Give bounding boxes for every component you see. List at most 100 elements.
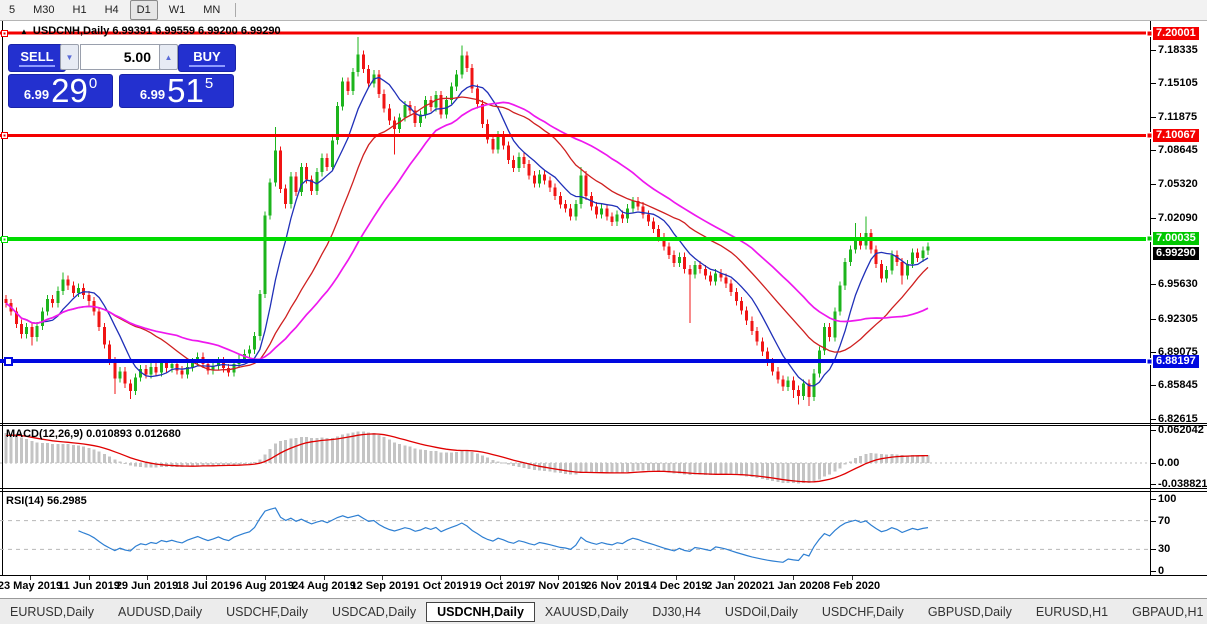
date-tick-mark — [441, 576, 442, 580]
tab-dj30-h4[interactable]: DJ30,H4 — [652, 604, 701, 619]
date-label: 7 Nov 2019 — [529, 580, 587, 592]
rsi-axis-label: 100 — [1158, 493, 1177, 505]
tab-usdchf-daily[interactable]: USDCHF,Daily — [226, 604, 309, 619]
macd-axis-label: 0.062042 — [1158, 424, 1204, 436]
price-badge-6.88197: 6.88197 — [1146, 355, 1199, 368]
price-tick-label: 6.85845 — [1158, 379, 1198, 391]
date-axis[interactable]: 23 May 2019 11 Jun 2019 29 Jun 2019 18 Jul … — [0, 576, 1150, 598]
buy-price-point: 5 — [204, 75, 214, 92]
date-tick-mark — [676, 576, 677, 580]
volume-input[interactable]: 5.00 — [80, 44, 160, 70]
sell-price-box[interactable]: 6.99 29 0 — [8, 74, 113, 108]
price-tick-label: 7.05320 — [1158, 178, 1198, 190]
date-label: 26 Nov 2019 — [585, 580, 649, 592]
rsi-label: RSI(14) 56.2985 — [6, 495, 87, 507]
hline-handle-7.20001[interactable] — [1, 30, 8, 37]
line-endpoint-marker — [1146, 30, 1153, 37]
buy-button-label: BUY — [193, 49, 221, 64]
hline-handle-7.00035[interactable] — [1, 235, 8, 243]
tab-gbpaud-h1[interactable]: GBPAUD,H1 — [1132, 604, 1204, 619]
price-tick-mark — [1151, 83, 1156, 84]
date-tick-mark — [617, 576, 618, 580]
price-axis[interactable]: 7.18335 7.15105 7.11875 7.08645 7.05320 7.020… — [1146, 21, 1207, 577]
price-tick-label: 7.18335 — [1158, 44, 1198, 56]
price-badge-6.99290: 6.99290 — [1153, 247, 1199, 260]
tab-eurusd-h1[interactable]: EURUSD,H1 — [1035, 604, 1109, 619]
tab-gbpusd-daily[interactable]: GBPUSD,Daily — [927, 604, 1012, 619]
tab-usdcad-daily[interactable]: USDCAD,Daily — [332, 604, 417, 619]
timeframe-button-d1[interactable]: D1 — [129, 0, 158, 20]
price-tick-label: 6.92305 — [1158, 313, 1198, 325]
date-tick-mark — [324, 576, 325, 580]
macd-tick-mark — [1151, 463, 1156, 464]
price-tick-mark — [1151, 352, 1156, 353]
date-label: 24 Aug 2019 — [292, 580, 356, 592]
price-tick-label: 7.08645 — [1158, 144, 1198, 156]
panel-separator — [0, 425, 1207, 426]
date-tick-mark — [558, 576, 559, 580]
price-tick-mark — [1151, 150, 1156, 151]
timeframe-button-w1[interactable]: W1 — [168, 4, 186, 16]
volume-decrease-button[interactable]: ▼ — [60, 44, 79, 70]
date-tick-mark — [265, 576, 266, 580]
date-label: 2 Jan 2020 — [706, 580, 762, 592]
price-tick-label: 6.82615 — [1158, 413, 1198, 425]
rsi-tick-mark — [1151, 499, 1156, 500]
date-label: 11 Jun 2019 — [58, 580, 120, 592]
tab-audusd-daily[interactable]: AUDUSD,Daily — [118, 604, 203, 619]
date-tick-mark — [382, 576, 383, 580]
line-endpoint-marker — [1146, 235, 1153, 242]
rsi-axis-label: 0 — [1158, 565, 1165, 577]
panel-separator[interactable] — [0, 423, 1207, 424]
ma-mid-line[interactable] — [5, 96, 929, 371]
timeframe-button-m30[interactable]: M30 — [33, 4, 55, 16]
sell-price-point: 0 — [88, 75, 98, 92]
date-label: 18 Jul 2019 — [176, 580, 236, 592]
buy-price-pips: 51 — [167, 72, 204, 109]
symbol-tab-bar: EURUSD,Daily AUDUSD,Daily USDCHF,Daily USDC… — [0, 598, 1207, 624]
date-tick-mark — [793, 576, 794, 580]
date-label: 8 Feb 2020 — [823, 580, 881, 592]
price-tick-mark — [1151, 419, 1156, 420]
sell-button[interactable]: SELL — [8, 44, 66, 72]
date-tick-mark — [89, 576, 90, 580]
panel-separator — [0, 575, 1207, 576]
date-label: 29 Jun 2019 — [115, 580, 179, 592]
buy-price-box[interactable]: 6.99 51 5 — [119, 74, 234, 108]
ma-slow-line[interactable] — [5, 101, 929, 361]
date-tick-mark — [30, 576, 31, 580]
tab-xauusd-daily[interactable]: XAUUSD,Daily — [544, 604, 629, 619]
timeframe-button-5[interactable]: 5 — [9, 4, 16, 16]
timeframe-button-mn[interactable]: MN — [203, 4, 221, 16]
hline-handle-6.88197[interactable] — [4, 357, 13, 366]
date-tick-mark — [852, 576, 853, 580]
date-tick-mark — [500, 576, 501, 580]
tab-usdchf-daily[interactable]: USDCHF,Daily — [821, 604, 904, 619]
main-chart[interactable] — [0, 21, 1150, 423]
price-tick-label: 7.11875 — [1158, 111, 1198, 123]
timeframe-button-h1[interactable]: H1 — [72, 4, 87, 16]
macd-subwindow[interactable] — [0, 426, 1150, 488]
date-tick-mark — [147, 576, 148, 580]
hline-handle-7.10067[interactable] — [1, 132, 8, 140]
tab-eurusd-daily[interactable]: EURUSD,Daily — [10, 604, 95, 619]
price-tick-mark — [1151, 50, 1156, 51]
sell-underline — [19, 65, 55, 67]
volume-increase-button[interactable]: ▲ — [159, 44, 178, 70]
panel-separator[interactable] — [0, 488, 1207, 489]
price-tick-mark — [1151, 117, 1156, 118]
date-tick-mark — [206, 576, 207, 580]
buy-button[interactable]: BUY — [178, 44, 236, 72]
date-label: 23 May 2019 — [0, 580, 63, 592]
tab-usdoil-daily[interactable]: USDOil,Daily — [724, 604, 798, 619]
date-label: 14 Dec 2019 — [644, 580, 708, 592]
rsi-axis-label: 70 — [1158, 515, 1171, 527]
chart-collapse-icon[interactable]: ▲ — [20, 27, 28, 36]
tab-usdcnh-daily[interactable]: USDCNH,Daily — [426, 601, 535, 622]
macd-tick-mark — [1151, 484, 1156, 485]
ma-fast-line[interactable] — [5, 76, 929, 387]
rsi-subwindow[interactable] — [0, 492, 1150, 575]
timeframe-button-h4[interactable]: H4 — [104, 4, 119, 16]
sell-price-prefix: 6.99 — [23, 87, 50, 102]
